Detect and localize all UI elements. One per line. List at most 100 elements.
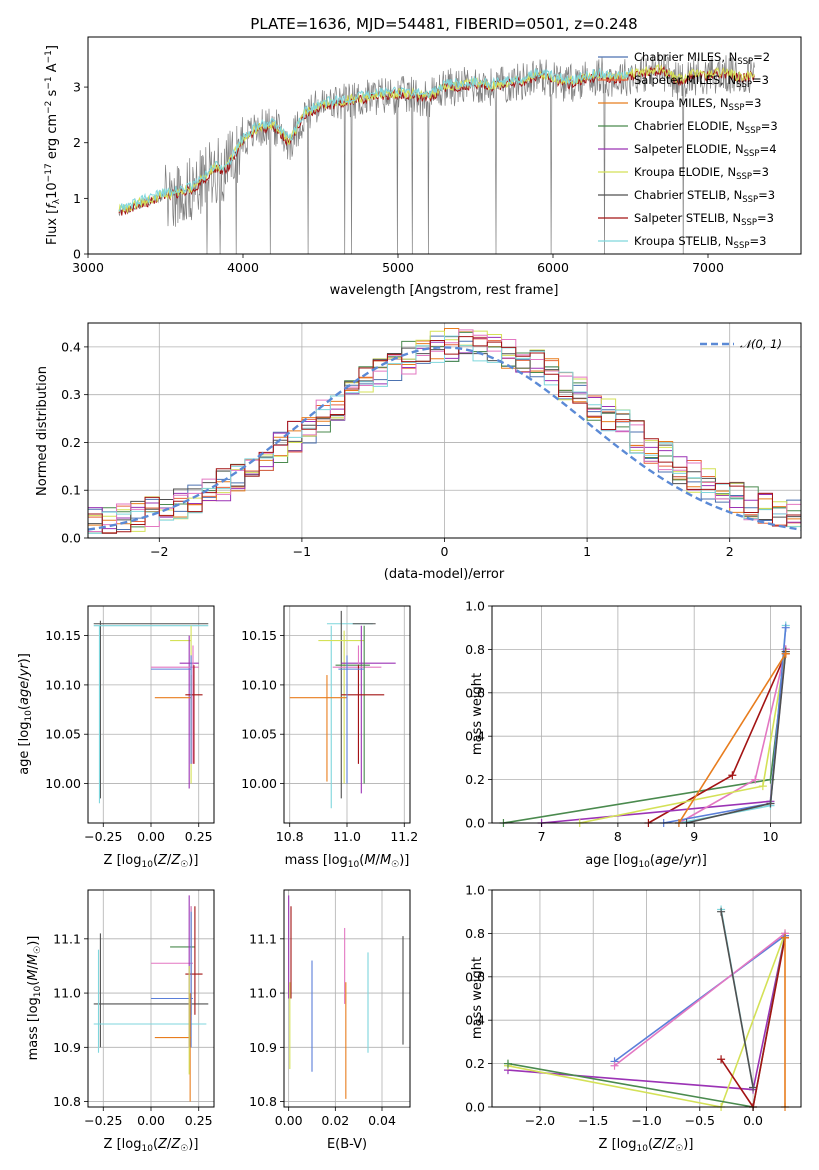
ebv-mass-ytick-label: 11.1 [249, 931, 277, 946]
z-age-xtick-label: −0.25 [84, 829, 122, 844]
mass-age-panel: 10.8 11.0 11.2 10.00 10.05 10.10 10.15 mass [l… [241, 605, 418, 870]
weight-age-marker [766, 799, 775, 808]
z-age-ytick-label: 10.15 [45, 628, 81, 643]
histogram-ytick-label: 0.4 [61, 339, 81, 354]
weight-z-line [720, 911, 754, 1088]
legend-value: =3 [752, 73, 769, 87]
gaussian-legend-label: 𝒩(0, 1) [740, 337, 782, 351]
weight-age-marker [781, 649, 790, 658]
legend-value: =3 [752, 165, 769, 179]
legend-label: Kroupa ELODIE, NSSP=3 [634, 165, 769, 182]
z-age-ytick-label: 10.10 [45, 677, 81, 692]
weight-z-ytick-label: 0.0 [465, 1100, 485, 1115]
weight-z-marker [749, 1083, 758, 1092]
histogram-ytick-label: 0.3 [61, 387, 81, 402]
z-age-xlabel: Z [log10(Z/Z☉)] [104, 853, 199, 870]
legend-value: =3 [749, 234, 766, 248]
spectrum-title: PLATE=1636, MJD=54481, FIBERID=0501, z=0… [250, 15, 637, 33]
weight-z-line [614, 934, 786, 1063]
weight-age-line [678, 653, 787, 824]
weight-z-xlabel: Z [log10(Z/Z☉)] [599, 1137, 694, 1154]
histogram-xtick-label: −2 [150, 544, 168, 559]
mass-age-xtick-label: 11.2 [390, 829, 418, 844]
z-age-xtick-label: 0.25 [185, 829, 213, 844]
histogram-xtick-label: 1 [583, 544, 591, 559]
histogram-xtick-label: −1 [293, 544, 311, 559]
weight-age-line [579, 651, 787, 824]
weight-age-panel: 7 8 9 10 0.0 0.2 0.4 0.6 0.8 1.0 age [log10(age/y… [465, 599, 802, 870]
spectrum-xtick-label: 5000 [382, 260, 414, 275]
weight-z-xtick-label: −0.5 [685, 1113, 715, 1128]
weight-age-xtick-label: 9 [690, 829, 698, 844]
weight-age-marker [758, 782, 767, 791]
ebv-mass-ytick-label: 10.9 [249, 1040, 277, 1055]
weight-z-ytick-label: 0.4 [465, 1013, 485, 1028]
spectrum-xtick-label: 6000 [537, 260, 569, 275]
weight-z-marker [781, 933, 790, 942]
z-mass-ytick-label: 10.9 [53, 1040, 81, 1055]
spectrum-xtick-label: 3000 [72, 260, 104, 275]
mass-age-ytick-label: 10.15 [241, 628, 277, 643]
spectrum-ylabel: Flux [fλ10−17 erg cm−2 s−1 A−1] [44, 45, 62, 245]
legend-value: =3 [758, 188, 775, 202]
legend-subscript: SSP [745, 126, 761, 136]
legend-label: Salpeter STELIB, NSSP=3 [634, 211, 774, 228]
weight-age-ytick-label: 0.2 [465, 772, 485, 787]
spectrum-xtick-label: 7000 [692, 260, 724, 275]
mass-age-ytick-label: 10.00 [241, 776, 277, 791]
z-mass-ytick-label: 11.1 [53, 931, 81, 946]
z-age-ytick-label: 10.05 [45, 727, 81, 742]
spectrum-panel: 3000 4000 5000 6000 7000 0 1 2 3 Chabrier MILES,… [44, 36, 802, 298]
spectrum-frame [87, 36, 802, 255]
weight-age-ytick-label: 0.6 [465, 685, 485, 700]
histogram-ytick-label: 0.2 [61, 435, 81, 450]
weight-age-ytick-label: 0.0 [465, 816, 485, 831]
z-mass-xtick-label: −0.25 [84, 1113, 122, 1128]
weight-z-xtick-label: −2.0 [525, 1113, 555, 1128]
histogram-xtick-label: 2 [726, 544, 734, 559]
spectrum-legend: Chabrier MILES, NSSP=2 Salpeter MILES, NS… [598, 50, 778, 251]
weight-age-marker [728, 771, 737, 780]
spectrum-xlabel: wavelength [Angstrom, rest frame] [330, 283, 559, 298]
weight-age-xtick-label: 8 [614, 829, 622, 844]
weight-z-xtick-label: −1.0 [631, 1113, 661, 1128]
legend-value: =2 [753, 50, 770, 64]
weight-z-marker [610, 1061, 619, 1070]
z-mass-ytick-label: 11.0 [53, 986, 81, 1001]
weight-z-ytick-label: 1.0 [465, 883, 485, 898]
weight-z-ytick-label: 0.6 [465, 969, 485, 984]
weight-age-xtick-label: 7 [538, 829, 546, 844]
legend-label: Chabrier ELODIE, NSSP=3 [634, 119, 778, 136]
legend-value: =3 [761, 119, 778, 133]
spectrum-ytick-label: 3 [73, 80, 81, 95]
ebv-mass-xtick-label: 0.02 [321, 1113, 349, 1128]
z-age-xtick-label: 0.00 [137, 829, 165, 844]
legend-label: Chabrier MILES, NSSP=2 [634, 50, 770, 67]
weight-age-ylabel: mass weight [470, 673, 485, 755]
legend-label: Kroupa MILES, NSSP=3 [634, 96, 761, 113]
mass-age-xtick-label: 11.0 [333, 829, 361, 844]
weight-age-ytick-label: 0.4 [465, 729, 485, 744]
residual-histogram-panel: −2 −1 0 1 2 0.0 0.1 0.2 0.3 0.4 𝒩(0, 1) (data-mod… [35, 322, 802, 582]
legend-subscript: SSP [729, 103, 745, 113]
legend-subscript: SSP [741, 218, 757, 228]
ebv-mass-xtick-label: 0.00 [275, 1113, 303, 1128]
legend-value: =3 [757, 211, 774, 225]
z-mass-ytick-label: 10.8 [53, 1094, 81, 1109]
weight-z-ytick-label: 0.8 [465, 926, 485, 941]
spectrum-ytick-label: 0 [73, 247, 81, 262]
legend-subscript: SSP [736, 80, 752, 90]
weight-age-xtick-label: 10 [763, 829, 779, 844]
legend-value: =4 [760, 142, 777, 156]
legend-subscript: SSP [737, 57, 753, 67]
z-age-panel: −0.25 0.00 0.25 10.00 10.05 10.10 10.15 Z [log… [17, 605, 215, 870]
legend-value: =3 [744, 96, 761, 110]
histogram-ytick-label: 0.1 [61, 483, 81, 498]
weight-z-ytick-label: 0.2 [465, 1056, 485, 1071]
z-mass-ylabel: mass [log10(M/M☉)] [26, 936, 43, 1061]
weight-age-ytick-label: 0.8 [465, 642, 485, 657]
spectrum-ytick-label: 2 [73, 135, 81, 150]
mass-age-xlabel: mass [log10(M/M☉)] [285, 853, 410, 870]
histogram-ytick-label: 0.0 [61, 531, 81, 546]
weight-z-ylabel: mass weight [470, 957, 485, 1039]
